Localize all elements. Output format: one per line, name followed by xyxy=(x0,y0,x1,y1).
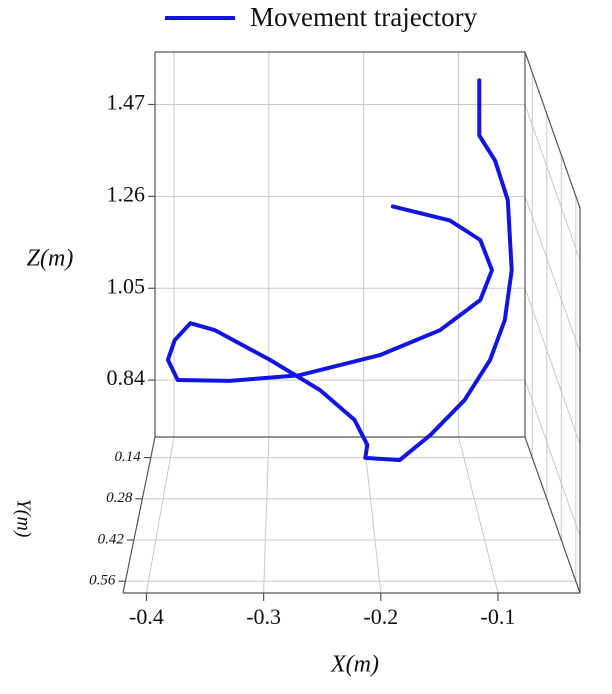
box-edge xyxy=(524,436,581,594)
grid-line xyxy=(524,379,581,537)
y-tick-label: 0.28 xyxy=(106,490,133,506)
x-tick-label: -0.3 xyxy=(246,604,281,629)
grid-line xyxy=(145,436,175,594)
y-axis-label: Y(m) xyxy=(12,499,34,538)
z-axis-label: Z(m) xyxy=(27,246,74,272)
grid-line xyxy=(263,436,270,594)
legend-label: Movement trajectory xyxy=(250,2,478,32)
x-tick-label: -0.4 xyxy=(129,604,164,629)
trajectory-line xyxy=(165,78,514,463)
z-tick-label: 1.26 xyxy=(107,181,146,206)
y-tick-label: 0.14 xyxy=(115,449,142,465)
y-tick-label: 0.42 xyxy=(98,531,125,547)
x-tick-label: -0.2 xyxy=(363,604,398,629)
z-tick-label: 1.47 xyxy=(107,90,146,115)
x-tick-label: -0.1 xyxy=(481,604,516,629)
box-edge xyxy=(122,436,156,594)
grid-line xyxy=(363,436,382,594)
grid-line xyxy=(458,436,499,594)
box-edge xyxy=(524,51,581,209)
x-axis-label: X(m) xyxy=(330,652,379,678)
grid-line xyxy=(524,288,581,445)
z-tick-label: 1.05 xyxy=(107,273,146,298)
y-tick-label: 0.56 xyxy=(89,573,116,589)
z-tick-label: 0.84 xyxy=(107,365,146,390)
grid-line xyxy=(524,196,581,353)
grid-line xyxy=(524,104,581,261)
